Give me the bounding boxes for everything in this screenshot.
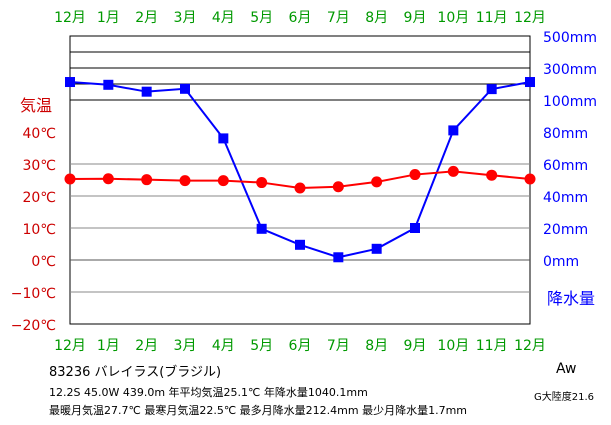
precipitation-axis-label: 降水量	[547, 289, 595, 308]
month-label-bottom: 12月	[54, 338, 86, 354]
precipitation-tick-label: 60mm	[543, 158, 588, 174]
month-label-top: 10月	[437, 10, 469, 26]
temperature-axis-ticks: 40℃ 30℃ 20℃ 10℃ 0℃ −10℃ −20℃	[11, 126, 56, 334]
temperature-point	[371, 176, 383, 188]
month-label-bottom: 3月	[174, 338, 197, 354]
temperature-tick-label: −10℃	[11, 286, 56, 302]
precipitation-tick-label: 20mm	[543, 222, 588, 238]
temperature-series	[64, 165, 536, 194]
temperature-point	[256, 177, 268, 189]
precipitation-series	[65, 77, 535, 263]
temperature-point	[102, 173, 114, 185]
temperature-tick-label: 30℃	[22, 158, 56, 174]
precipitation-tick-label: 100mm	[543, 94, 597, 110]
month-label-top: 7月	[327, 10, 350, 26]
station-metadata: 12.2S 45.0W 439.0m 年平均気温25.1℃ 年降水量1040.1…	[49, 386, 368, 399]
month-label-bottom: 1月	[97, 338, 120, 354]
month-label-top: 5月	[250, 10, 273, 26]
precipitation-tick-label: 500mm	[543, 30, 597, 46]
precipitation-point	[218, 133, 229, 144]
month-label-top: 4月	[212, 10, 235, 26]
precipitation-point	[141, 86, 152, 97]
temperature-tick-label: 20℃	[22, 190, 56, 206]
precipitation-point	[103, 79, 114, 90]
month-label-top: 3月	[174, 10, 197, 26]
temperature-point	[179, 175, 191, 187]
month-label-bottom: 8月	[365, 338, 388, 354]
precipitation-point	[333, 252, 344, 263]
month-label-bottom: 4月	[212, 338, 235, 354]
temperature-point	[64, 173, 76, 185]
temperature-point	[332, 181, 344, 193]
climate-classification: Aw	[556, 361, 577, 377]
month-label-top: 6月	[289, 10, 312, 26]
precipitation-point	[256, 223, 267, 234]
temperature-axis-label: 気温	[20, 96, 52, 115]
month-label-bottom: 11月	[476, 338, 508, 354]
precipitation-point	[295, 239, 305, 250]
precipitation-line	[69, 81, 531, 259]
temperature-tick-label: 0℃	[31, 254, 56, 270]
temperature-point	[524, 173, 536, 185]
temperature-point	[294, 182, 306, 194]
month-label-top: 8月	[365, 10, 388, 26]
month-label-bottom: 2月	[135, 338, 158, 354]
month-label-bottom: 12月	[514, 338, 546, 354]
precipitation-point	[65, 77, 75, 88]
month-label-bottom: 7月	[327, 338, 350, 354]
precipitation-tick-label: 40mm	[543, 190, 588, 206]
precipitation-point	[180, 83, 190, 94]
month-label-bottom: 9月	[404, 338, 427, 354]
temperature-tick-label: 40℃	[22, 126, 56, 142]
precipitation-tick-label: 80mm	[543, 126, 588, 142]
temperature-point	[217, 175, 229, 187]
precipitation-point	[371, 243, 382, 254]
temperature-point	[141, 174, 153, 186]
station-name: 83236 バレイラス(ブラジル)	[49, 365, 222, 380]
month-label-top: 12月	[54, 10, 86, 26]
month-label-top: 2月	[135, 10, 158, 26]
temperature-point	[486, 169, 498, 181]
temperature-point	[447, 165, 459, 177]
precipitation-point	[486, 84, 497, 95]
month-label-bottom: 10月	[437, 338, 469, 354]
temperature-point	[409, 169, 421, 181]
month-label-top: 1月	[97, 10, 120, 26]
precipitation-tick-label: 0mm	[543, 254, 579, 270]
continentality-index: G大陸度21.6	[534, 392, 595, 403]
bottom-month-labels: 12月 1月 2月 3月 4月 5月 6月 7月 8月 9月 10月 11月 12月	[54, 338, 546, 354]
precipitation-point	[448, 125, 459, 136]
temperature-tick-label: 10℃	[22, 222, 56, 238]
precipitation-tick-label: 300mm	[543, 62, 597, 78]
top-month-labels: 12月 1月 2月 3月 4月 5月 6月 7月 8月 9月 10月 11月 12月	[54, 10, 546, 26]
precipitation-point	[525, 77, 535, 88]
month-label-top: 11月	[476, 10, 508, 26]
temperature-tick-label: −20℃	[11, 318, 56, 334]
precipitation-axis-ticks: 500mm 300mm 100mm 80mm 60mm 40mm 20mm 0mm	[543, 30, 597, 270]
month-label-top: 9月	[404, 10, 427, 26]
precipitation-point	[410, 223, 420, 233]
month-label-top: 12月	[514, 10, 546, 26]
month-label-bottom: 5月	[250, 338, 273, 354]
month-label-bottom: 6月	[289, 338, 312, 354]
climate-statistics: 最暖月気温27.7℃ 最寒月気温22.5℃ 最多月降水量212.4mm 最少月降…	[49, 404, 468, 417]
grid-layer	[69, 35, 531, 325]
